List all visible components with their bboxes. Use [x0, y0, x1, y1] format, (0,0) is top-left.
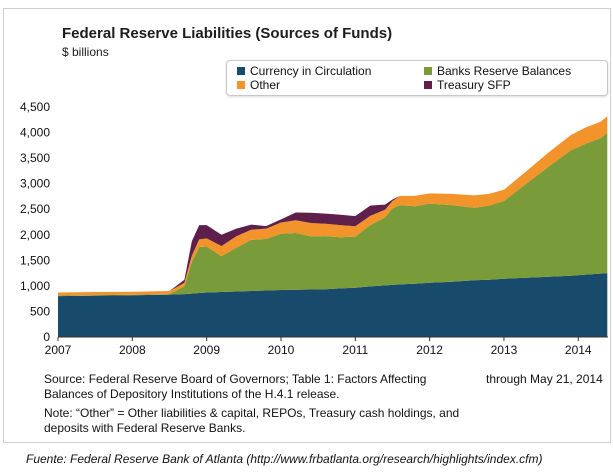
x-tick-label: 2009: [193, 343, 220, 357]
y-tick-label: 3,000: [20, 177, 50, 191]
chart-title: Federal Reserve Liabilities (Sources of …: [62, 25, 393, 42]
legend-swatch-other: [237, 81, 245, 89]
legend-label-treasury: Treasury SFP: [437, 78, 511, 92]
area-currency-in-circulation: [58, 273, 608, 337]
x-tick-label: 2010: [268, 343, 295, 357]
source-note: Source: Federal Reserve Board of Governo…: [44, 372, 427, 401]
y-tick-label: 4,000: [20, 126, 50, 140]
y-tick-label: 2,500: [20, 202, 50, 216]
legend-item-treasury: Treasury SFP: [424, 78, 511, 92]
legend-swatch-reserves: [424, 67, 432, 75]
y-tick-label: 2,000: [20, 228, 50, 242]
legend-item-currency: Currency in Circulation: [237, 64, 371, 78]
legend-item-other: Other: [237, 78, 280, 92]
y-tick-label: 0: [43, 330, 50, 344]
x-tick-label: 2014: [565, 343, 592, 357]
legend-label-other: Other: [250, 78, 281, 92]
x-tick-label: 2008: [119, 343, 146, 357]
chart-unit-label: $ billions: [62, 45, 109, 59]
other-definition-note: Note: “Other” = Other liabilities & capi…: [44, 406, 460, 435]
legend-swatch-treasury: [424, 81, 432, 89]
x-tick-label: 2011: [342, 343, 368, 357]
y-tick-label: 1,000: [20, 279, 50, 293]
y-tick-label: 1,500: [20, 253, 50, 267]
legend-swatch-currency: [237, 67, 245, 75]
y-tick-label: 3,500: [20, 151, 50, 165]
area-banks-reserve-balances: [58, 132, 608, 297]
y-tick-label: 500: [30, 304, 50, 318]
legend-label-currency: Currency in Circulation: [250, 64, 372, 78]
y-tick-label: 4,500: [20, 100, 50, 114]
x-tick-label: 2007: [45, 343, 72, 357]
fuente-credit: Fuente: Federal Reserve Bank of Atlanta …: [26, 452, 543, 466]
x-tick-label: 2013: [491, 343, 518, 357]
legend-label-reserves: Banks Reserve Balances: [437, 64, 572, 78]
through-date: through May 21, 2014: [486, 372, 603, 386]
legend-item-reserves: Banks Reserve Balances: [424, 64, 571, 78]
area-other: [58, 116, 608, 296]
chart-legend: Currency in Circulation Banks Reserve Ba…: [226, 60, 608, 96]
x-tick-label: 2012: [416, 343, 443, 357]
